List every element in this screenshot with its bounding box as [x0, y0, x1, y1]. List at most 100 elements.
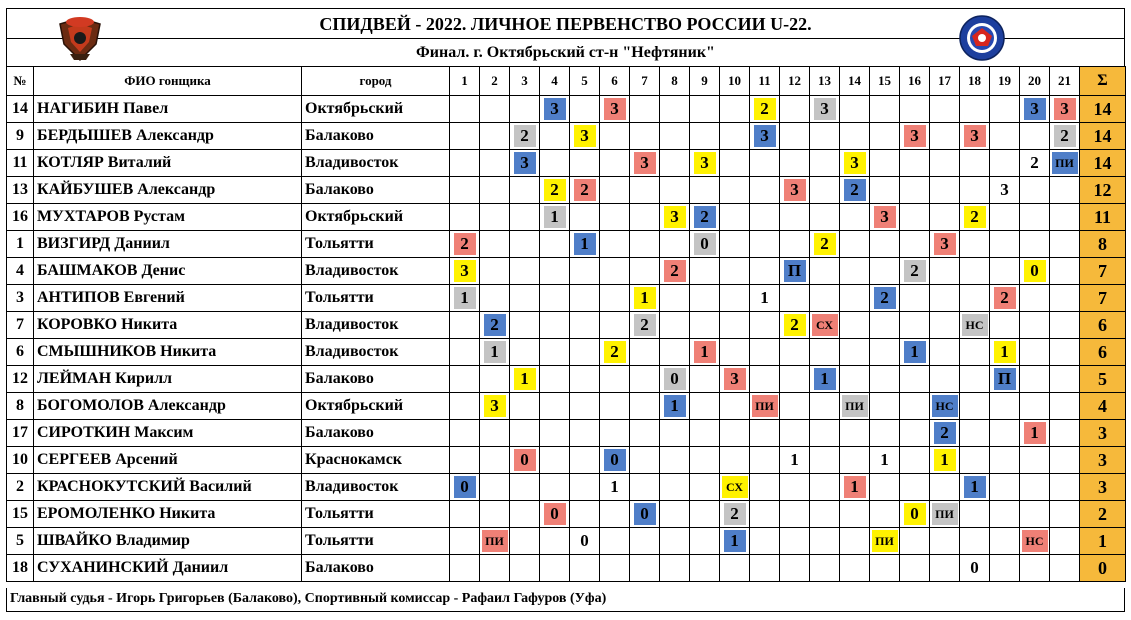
rider-city: Тольятти	[301, 230, 450, 258]
col-header-name: ФИО гонщика	[33, 66, 302, 96]
heat-cell	[929, 122, 960, 150]
rider-total: 6	[1079, 311, 1126, 339]
heat-cell	[809, 122, 840, 150]
heat-cell	[749, 176, 780, 204]
heat-cell	[449, 419, 480, 447]
rider-name: ВИЗГИРД Даниил	[33, 230, 302, 258]
heat-cell	[509, 500, 540, 528]
heat-result: 3	[873, 206, 896, 228]
heat-cell: 2	[659, 257, 690, 285]
heat-cell	[779, 392, 810, 420]
heat-cell	[839, 311, 870, 339]
heat-cell	[659, 554, 690, 582]
heat-cell	[689, 257, 720, 285]
heat-result: ПИ	[841, 395, 868, 417]
heat-cell: 0	[689, 230, 720, 258]
table-row: 6 СМЫШНИКОВ Никита Владивосток 1 2 1 1 1 6	[6, 338, 1126, 366]
heat-cell: СХ	[809, 311, 840, 339]
heat-result: 3	[1023, 98, 1046, 120]
rider-number: 4	[6, 257, 34, 285]
heat-cell	[1049, 446, 1080, 474]
heat-cell: 0	[659, 365, 690, 393]
heat-result: 2	[483, 314, 506, 336]
heat-cell	[959, 95, 990, 123]
heat-cell	[989, 419, 1020, 447]
col-header-heat: 5	[569, 66, 600, 96]
col-header-heat: 16	[899, 66, 930, 96]
rider-name: ШВАЙКО Владимир	[33, 527, 302, 555]
speedway-club-logo	[59, 17, 101, 62]
heat-cell	[599, 257, 630, 285]
heat-cell	[839, 500, 870, 528]
heat-cell	[1019, 338, 1050, 366]
heat-result: 2	[843, 179, 866, 201]
heat-cell: 3	[989, 176, 1020, 204]
heat-cell	[989, 473, 1020, 501]
heat-cell	[509, 392, 540, 420]
heat-cell	[869, 365, 900, 393]
rider-total: 1	[1079, 527, 1126, 555]
rider-number: 1	[6, 230, 34, 258]
heat-cell: НС	[1019, 527, 1050, 555]
rider-city: Октябрьский	[301, 203, 450, 231]
table-row: 5 ШВАЙКО Владимир Тольятти ПИ 0 1 ПИ НС 1	[6, 527, 1126, 555]
heat-cell: 2	[449, 230, 480, 258]
heat-cell	[509, 284, 540, 312]
heat-cell	[839, 95, 870, 123]
table-row: 14 НАГИБИН Павел Октябрьский 3 3 2 3 3 3 14	[6, 95, 1126, 123]
heat-result: 2	[603, 341, 626, 363]
heat-cell	[479, 500, 510, 528]
table-row: 2 КРАСНОКУТСКИЙ Василий Владивосток 0 1 СХ 1 1 3	[6, 473, 1126, 501]
col-header-heat: 2	[479, 66, 510, 96]
rider-total: 14	[1079, 95, 1126, 123]
heat-cell	[569, 149, 600, 177]
heat-cell: 2	[839, 176, 870, 204]
heat-cell: 3	[1019, 95, 1050, 123]
heat-cell: 3	[689, 149, 720, 177]
heat-result: 1	[633, 287, 656, 309]
col-header-heat: 21	[1049, 66, 1080, 96]
heat-cell	[929, 257, 960, 285]
rider-name: СЕРГЕЕВ Арсений	[33, 446, 302, 474]
heat-result: 2	[933, 422, 956, 444]
heat-cell	[629, 473, 660, 501]
heat-cell	[509, 338, 540, 366]
heat-cell	[539, 419, 570, 447]
heat-cell	[479, 95, 510, 123]
heat-cell	[839, 122, 870, 150]
heat-cell	[689, 176, 720, 204]
heat-cell	[839, 284, 870, 312]
heat-cell: 0	[959, 554, 990, 582]
heat-result: 3	[903, 125, 926, 147]
heat-cell	[749, 149, 780, 177]
heat-cell: 2	[809, 230, 840, 258]
heat-cell	[929, 284, 960, 312]
heat-cell: 2	[629, 311, 660, 339]
heat-cell: 2	[569, 176, 600, 204]
heat-cell: 1	[869, 446, 900, 474]
heat-cell	[659, 311, 690, 339]
heat-cell	[569, 95, 600, 123]
rider-name: КОРОВКО Никита	[33, 311, 302, 339]
heat-cell: 0	[449, 473, 480, 501]
results-table: № ФИО гонщика город 1 2 3 4 5 6 7 8 9 10 11 12 13 14 15 16…	[6, 66, 1126, 582]
heat-result: 3	[663, 206, 686, 228]
heat-cell: 3	[569, 122, 600, 150]
heat-cell	[569, 446, 600, 474]
heat-cell	[869, 230, 900, 258]
heat-cell	[539, 473, 570, 501]
heat-cell: 3	[719, 365, 750, 393]
heat-result: 2	[873, 287, 896, 309]
heat-cell: 1	[599, 473, 630, 501]
heat-cell	[959, 500, 990, 528]
table-row: 9 БЕРДЫШЕВ Александр Балаково 2 3 3 3 3 2 14	[6, 122, 1126, 150]
heat-cell	[959, 446, 990, 474]
heat-cell	[929, 338, 960, 366]
heat-cell	[749, 554, 780, 582]
heat-result: ПИ	[931, 503, 958, 525]
heat-cell	[869, 554, 900, 582]
heat-result: 2	[513, 125, 536, 147]
heat-cell	[449, 311, 480, 339]
rider-number: 2	[6, 473, 34, 501]
heat-cell	[659, 149, 690, 177]
